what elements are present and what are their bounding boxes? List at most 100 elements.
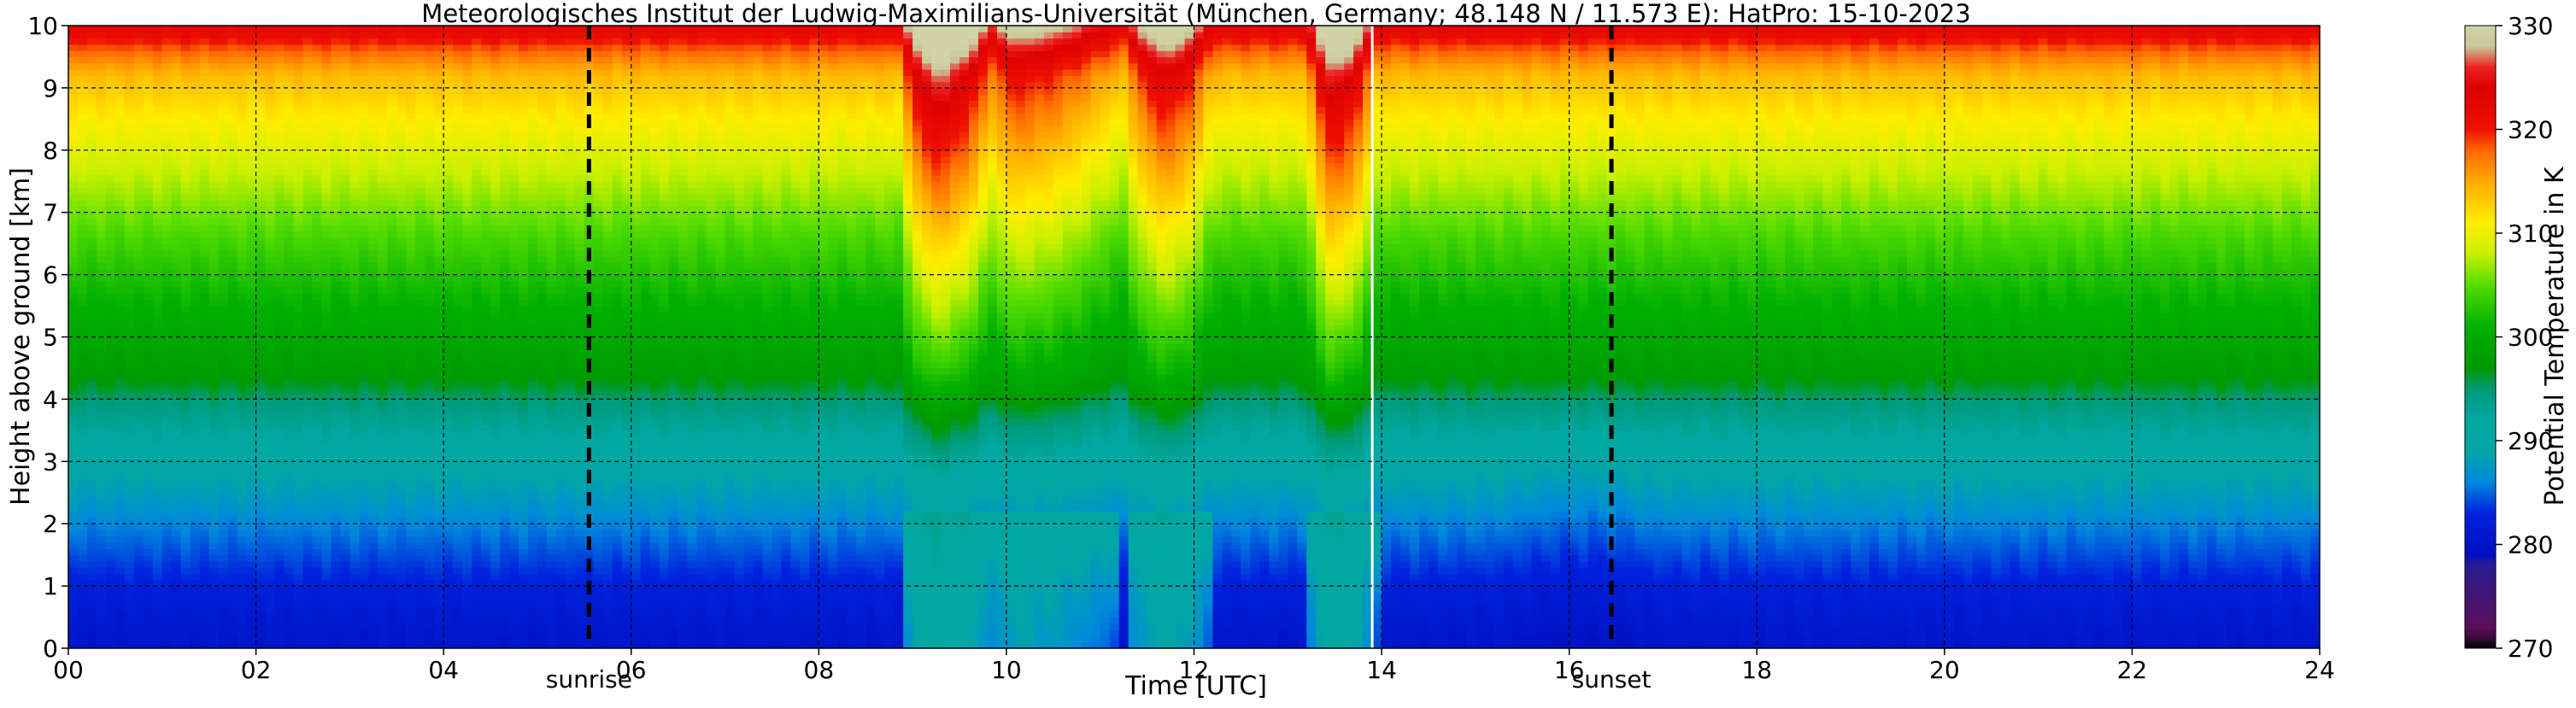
heatmap-cell (527, 560, 538, 568)
heatmap-cell (124, 430, 135, 437)
heatmap-cell (218, 138, 229, 145)
heatmap-cell (68, 586, 79, 593)
heatmap-cell (274, 280, 285, 288)
heatmap-cell (490, 268, 501, 276)
heatmap-cell (331, 355, 341, 363)
heatmap-cell (500, 69, 510, 76)
heatmap-cell (68, 349, 79, 356)
heatmap-cell (96, 480, 107, 488)
heatmap-cell (378, 623, 388, 630)
heatmap-cell (208, 560, 220, 568)
heatmap-cell (96, 81, 107, 89)
heatmap-cell (180, 386, 191, 394)
heatmap-cell (443, 193, 454, 201)
heatmap-cell (152, 331, 163, 338)
heatmap-cell (274, 579, 285, 587)
heatmap-cell (293, 405, 304, 413)
heatmap-cell (527, 629, 538, 637)
heatmap-cell (443, 174, 454, 182)
heatmap-cell (124, 131, 135, 138)
heatmap-cell (425, 81, 435, 89)
heatmap-cell (143, 467, 154, 475)
heatmap-cell (246, 312, 257, 319)
heatmap-cell (199, 38, 210, 45)
heatmap-cell (293, 598, 304, 606)
heatmap-cell (509, 517, 519, 524)
heatmap-cell (124, 473, 135, 481)
heatmap-cell (68, 287, 79, 295)
heatmap-cell (321, 200, 332, 208)
heatmap-cell (481, 187, 491, 195)
heatmap-cell (490, 548, 501, 556)
heatmap-cell (481, 517, 491, 524)
heatmap-cell (462, 218, 472, 225)
heatmap-cell (331, 430, 341, 437)
heatmap-cell (509, 535, 519, 543)
heatmap-cell (312, 349, 323, 356)
heatmap-cell (312, 237, 323, 244)
heatmap-cell (77, 81, 88, 89)
heatmap-cell (190, 293, 201, 301)
heatmap-cell (274, 461, 285, 469)
heatmap-cell (133, 249, 144, 257)
heatmap-cell (415, 156, 425, 163)
heatmap-cell (406, 87, 416, 95)
heatmap-cell (396, 424, 407, 431)
heatmap-cell (453, 38, 463, 45)
heatmap-cell (359, 324, 369, 331)
heatmap-cell (293, 62, 304, 70)
heatmap-cell (86, 174, 97, 182)
heatmap-cell (453, 287, 463, 295)
heatmap-cell (472, 455, 482, 462)
heatmap-cell (124, 168, 135, 176)
heatmap-cell (161, 611, 173, 618)
heatmap-cell (500, 50, 510, 58)
heatmap-cell (96, 212, 107, 219)
heatmap-cell (368, 324, 378, 331)
heatmap-cell (143, 461, 154, 469)
heatmap-cell (509, 243, 519, 251)
heatmap-cell (331, 393, 341, 400)
heatmap-cell (190, 611, 201, 618)
heatmap-cell (519, 467, 529, 475)
heatmap-cell (527, 274, 538, 282)
heatmap-cell (396, 349, 407, 356)
heatmap-cell (77, 26, 88, 32)
heatmap-cell (472, 206, 482, 214)
heatmap-cell (208, 26, 220, 32)
heatmap-cell (443, 243, 454, 251)
heatmap-cell (443, 125, 454, 132)
heatmap-cell (77, 143, 88, 151)
heatmap-cell (387, 542, 397, 549)
heatmap-cell (77, 573, 88, 581)
heatmap-cell (152, 542, 163, 549)
heatmap-cell (378, 461, 388, 469)
heatmap-cell (227, 374, 238, 382)
heatmap-cell (434, 306, 444, 313)
heatmap-cell (368, 342, 378, 350)
heatmap-cell (265, 573, 276, 581)
heatmap-cell (199, 143, 210, 151)
heatmap-cell (77, 168, 88, 176)
heatmap-cell (340, 75, 350, 83)
heatmap-cell (406, 592, 416, 600)
heatmap-cell (161, 374, 173, 382)
heatmap-cell (349, 361, 360, 369)
heatmap-cell (312, 579, 323, 587)
heatmap-cell (462, 87, 472, 95)
heatmap-cell (208, 56, 220, 64)
heatmap-cell (208, 436, 220, 444)
heatmap-cell (406, 349, 416, 356)
heatmap-cell (359, 573, 369, 581)
heatmap-cell (396, 218, 407, 225)
heatmap-cell (349, 349, 360, 356)
heatmap-cell (443, 293, 454, 301)
heatmap-cell (161, 131, 173, 138)
heatmap-cell (218, 206, 229, 214)
heatmap-cell (406, 461, 416, 469)
heatmap-cell (359, 162, 369, 170)
heatmap-cell (255, 125, 267, 132)
heatmap-cell (472, 243, 482, 251)
heatmap-cell (302, 442, 314, 450)
heatmap-cell (68, 44, 79, 51)
